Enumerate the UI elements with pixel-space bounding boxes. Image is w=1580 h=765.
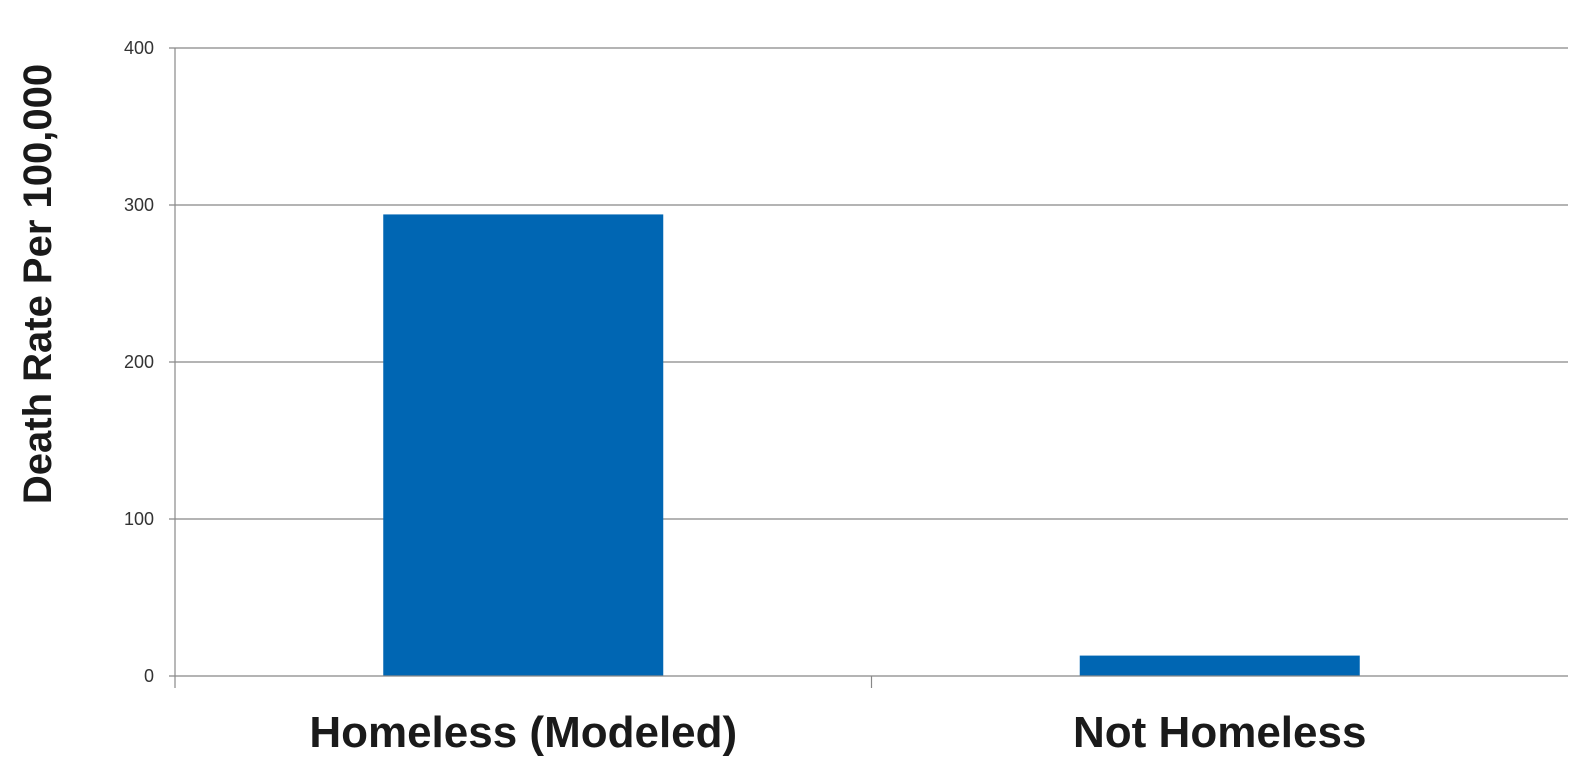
y-tick-label: 300 [124, 195, 154, 215]
bar [1079, 655, 1360, 676]
y-tick-label: 400 [124, 38, 154, 58]
x-category-label: Not Homeless [1073, 708, 1366, 757]
gridlines [169, 47, 1568, 520]
y-tick-label: 0 [144, 666, 154, 686]
y-tick-label: 200 [124, 352, 154, 372]
y-axis-title: Death Rate Per 100,000 [16, 64, 60, 504]
x-category-labels: Homeless (Modeled) Not Homeless [309, 708, 1366, 757]
bars [383, 214, 1360, 677]
y-tick-labels: 0 100 200 300 400 [124, 38, 154, 686]
x-category-label: Homeless (Modeled) [309, 708, 737, 757]
y-tick-label: 100 [124, 509, 154, 529]
bar [383, 214, 664, 677]
axes [169, 48, 1568, 688]
